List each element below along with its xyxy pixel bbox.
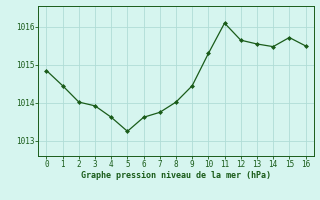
X-axis label: Graphe pression niveau de la mer (hPa): Graphe pression niveau de la mer (hPa) [81, 171, 271, 180]
